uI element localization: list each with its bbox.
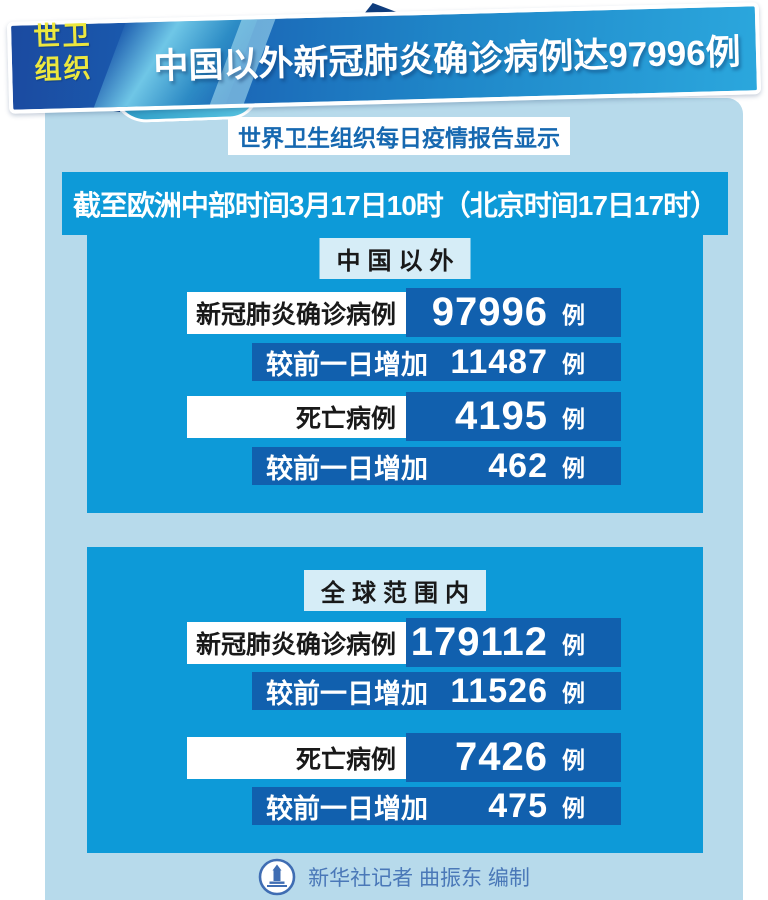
stat-label: 死亡病例 (295, 404, 396, 433)
delta-unit: 例 (562, 455, 585, 481)
delta-value: 475 (488, 786, 548, 825)
report-time-text: 截至欧洲中部时间3月17日10时（北京时间17日17时） (72, 189, 718, 221)
header-banner: 世卫 组织 中国以外新冠肺炎确诊病例达97996例 (0, 0, 768, 132)
stat-row-confirmed: 新冠肺炎确诊病例 179112 例 (187, 618, 621, 667)
delta-row-confirmed: 较前一日增加 11487 例 (252, 343, 621, 381)
delta-value-group: 11487 例 (450, 343, 585, 382)
stat-value: 7426 (455, 735, 548, 779)
delta-label: 较前一日增加 (266, 793, 428, 824)
xinhua-logo-icon (258, 858, 296, 895)
delta-unit: 例 (562, 795, 585, 821)
delta-label: 较前一日增加 (266, 678, 428, 709)
who-badge-line2: 组织 (34, 52, 94, 85)
delta-value: 462 (488, 446, 548, 485)
delta-unit: 例 (562, 680, 585, 706)
who-org-badge: 世卫 组织 (33, 19, 93, 87)
delta-unit: 例 (562, 351, 585, 377)
section-title-global: 全球范围内 (304, 570, 486, 611)
global-panel: 全球范围内 新冠肺炎确诊病例 179112 例 较前一日增加 11526 例 死… (87, 547, 703, 853)
credit-text: 新华社记者 曲振东 编制 (308, 866, 530, 890)
stat-row-deaths: 死亡病例 7426 例 (187, 733, 621, 782)
report-time-bar: 截至欧洲中部时间3月17日10时（北京时间17日17时） (62, 172, 728, 235)
stat-value-bar: 179112 例 (406, 618, 621, 667)
delta-row-deaths: 较前一日增加 462 例 (252, 447, 621, 485)
section-title-outside-china: 中国以外 (319, 238, 471, 279)
stat-value-bar: 7426 例 (406, 733, 621, 782)
stat-unit: 例 (562, 301, 585, 328)
stat-value: 97996 (431, 290, 548, 334)
delta-value: 11526 (450, 671, 548, 710)
delta-value-group: 462 例 (488, 447, 585, 486)
stat-label-box: 死亡病例 (187, 395, 406, 438)
footer: 新华社记者 曲振东 编制 (45, 853, 743, 900)
stat-row-confirmed: 新冠肺炎确诊病例 97996 例 (187, 288, 621, 337)
stat-label: 死亡病例 (295, 745, 396, 774)
delta-value: 11487 (450, 342, 548, 381)
outside-china-panel: 中国以外 新冠肺炎确诊病例 97996 例 较前一日增加 11487 例 死亡病… (87, 235, 703, 513)
stat-label: 新冠肺炎确诊病例 (195, 300, 396, 329)
who-badge-line1: 世卫 (32, 20, 92, 53)
delta-label: 较前一日增加 (266, 349, 428, 380)
stat-label-box: 新冠肺炎确诊病例 (187, 291, 406, 334)
stat-unit: 例 (562, 405, 585, 432)
stat-label-box: 死亡病例 (187, 736, 406, 779)
stat-unit: 例 (562, 746, 585, 773)
stat-value-bar: 97996 例 (406, 288, 621, 337)
stat-value: 179112 (410, 620, 548, 664)
delta-value-group: 475 例 (488, 787, 585, 826)
stat-value-bar: 4195 例 (406, 392, 621, 441)
delta-row-deaths: 较前一日增加 475 例 (252, 787, 621, 825)
stat-unit: 例 (562, 631, 585, 658)
stat-value: 4195 (455, 394, 548, 438)
report-source-text: 世界卫生组织每日疫情报告显示 (238, 125, 560, 151)
stat-label: 新冠肺炎确诊病例 (195, 630, 396, 659)
stat-label-box: 新冠肺炎确诊病例 (187, 621, 406, 664)
report-source-box: 世界卫生组织每日疫情报告显示 (228, 117, 570, 155)
delta-label: 较前一日增加 (266, 453, 428, 484)
stat-row-deaths: 死亡病例 4195 例 (187, 392, 621, 441)
delta-value-group: 11526 例 (450, 672, 585, 711)
delta-row-confirmed: 较前一日增加 11526 例 (252, 672, 621, 710)
